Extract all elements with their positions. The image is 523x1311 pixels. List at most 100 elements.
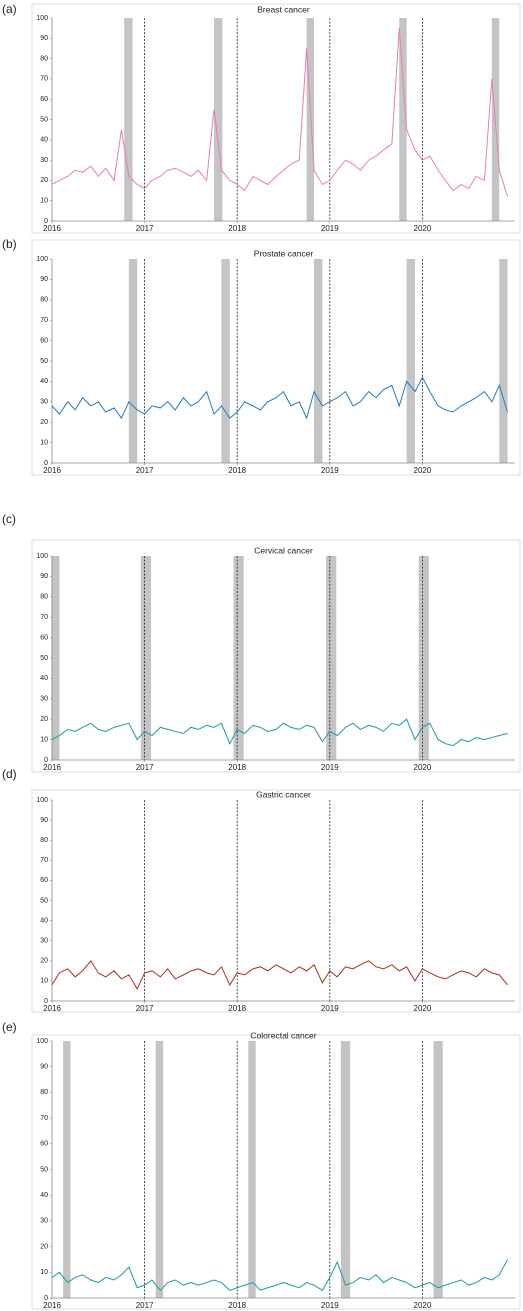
panel-frame [31, 789, 521, 1013]
shaded-period [63, 1041, 71, 1298]
y-tick-label: 0 [44, 1295, 48, 1302]
x-tick-label: 2018 [228, 763, 246, 772]
x-tick-label: 2020 [414, 466, 432, 475]
y-tick-label: 10 [40, 439, 48, 446]
y-tick-label: 80 [40, 297, 48, 304]
y-tick-label: 30 [40, 157, 48, 164]
series-line [51, 959, 508, 991]
y-tick-label: 60 [40, 1141, 48, 1148]
y-tick-label: 30 [40, 938, 48, 945]
shaded-period [52, 556, 60, 760]
shaded-period [155, 1041, 164, 1298]
panel-label: (d) [2, 767, 17, 781]
x-tick-label: 2016 [43, 466, 61, 475]
y-tick-label: 10 [40, 1269, 48, 1276]
x-tick-label: 2016 [43, 224, 61, 233]
x-tick-label: 2018 [228, 1301, 246, 1310]
y-tick-label: 0 [44, 998, 48, 1005]
chart-title: Gastric cancer [256, 789, 311, 799]
x-tick-label: 2020 [414, 763, 432, 772]
shaded-period [306, 18, 315, 221]
shaded-period [140, 556, 152, 760]
y-tick-label: 70 [40, 317, 48, 324]
shaded-period [406, 259, 415, 463]
shaded-period [128, 259, 138, 463]
shaded-period [499, 259, 508, 463]
y-tick-label: 100 [36, 797, 48, 804]
x-tick-label: 2017 [136, 224, 154, 233]
panel-frame [31, 3, 521, 234]
y-tick-label: 90 [40, 573, 48, 580]
y-tick-label: 40 [40, 378, 48, 385]
y-tick-label: 80 [40, 1089, 48, 1096]
y-tick-label: 0 [44, 218, 48, 225]
y-tick-label: 90 [40, 817, 48, 824]
y-tick-label: 100 [36, 1038, 48, 1045]
x-tick-label: 2016 [43, 763, 61, 772]
x-tick-label: 2020 [414, 1004, 432, 1013]
x-tick-label: 2019 [321, 1301, 339, 1310]
y-tick-label: 50 [40, 897, 48, 904]
x-tick-label: 2019 [321, 763, 339, 772]
shaded-period [433, 1041, 443, 1298]
y-tick-label: 40 [40, 1192, 48, 1199]
series-line [51, 28, 509, 197]
x-tick-label: 2018 [228, 466, 246, 475]
y-tick-label: 50 [40, 655, 48, 662]
x-tick-label: 2020 [414, 224, 432, 233]
shaded-period [314, 259, 323, 463]
x-tick-label: 2018 [228, 1004, 246, 1013]
shaded-period [326, 556, 337, 760]
y-tick-label: 100 [36, 15, 48, 22]
y-tick-label: 60 [40, 96, 48, 103]
series-line [51, 376, 509, 420]
x-tick-label: 2018 [228, 224, 246, 233]
panel-frame [31, 539, 521, 773]
y-tick-label: 30 [40, 1218, 48, 1225]
y-tick-label: 80 [40, 837, 48, 844]
x-tick-label: 2017 [136, 466, 154, 475]
y-tick-label: 70 [40, 76, 48, 83]
panel-label: (b) [2, 237, 17, 251]
x-tick-label: 2016 [43, 1301, 61, 1310]
chart-title: Colorectal cancer [250, 1030, 316, 1040]
chart-title: Prostate cancer [254, 248, 314, 258]
shaded-period [418, 556, 429, 760]
shaded-period [248, 1041, 256, 1298]
y-tick-label: 30 [40, 696, 48, 703]
y-tick-label: 50 [40, 358, 48, 365]
x-tick-label: 2017 [136, 1004, 154, 1013]
x-tick-label: 2016 [43, 1004, 61, 1013]
y-tick-label: 90 [40, 35, 48, 42]
y-tick-label: 20 [40, 419, 48, 426]
panel-frame [31, 1034, 521, 1310]
y-tick-label: 40 [40, 917, 48, 924]
y-tick-label: 100 [36, 553, 48, 560]
shaded-period [214, 18, 223, 221]
panel-frame [31, 239, 521, 476]
shaded-period [340, 1041, 351, 1298]
shaded-period [124, 18, 133, 221]
x-tick-label: 2020 [414, 1301, 432, 1310]
x-tick-label: 2019 [321, 1004, 339, 1013]
y-tick-label: 60 [40, 877, 48, 884]
y-tick-label: 30 [40, 399, 48, 406]
y-tick-label: 90 [40, 276, 48, 283]
x-tick-label: 2019 [321, 466, 339, 475]
chart-title: Cervical cancer [254, 545, 313, 555]
panel-label: (e) [2, 1020, 17, 1034]
y-tick-label: 10 [40, 736, 48, 743]
shaded-period [399, 18, 407, 221]
shaded-period [221, 259, 230, 463]
y-tick-label: 10 [40, 978, 48, 985]
y-tick-label: 70 [40, 1115, 48, 1122]
y-tick-label: 0 [44, 757, 48, 764]
y-tick-label: 40 [40, 137, 48, 144]
x-tick-label: 2019 [321, 224, 339, 233]
y-tick-label: 80 [40, 55, 48, 62]
y-tick-label: 60 [40, 634, 48, 641]
y-tick-label: 100 [36, 256, 48, 263]
y-tick-label: 40 [40, 675, 48, 682]
y-tick-label: 50 [40, 1166, 48, 1173]
